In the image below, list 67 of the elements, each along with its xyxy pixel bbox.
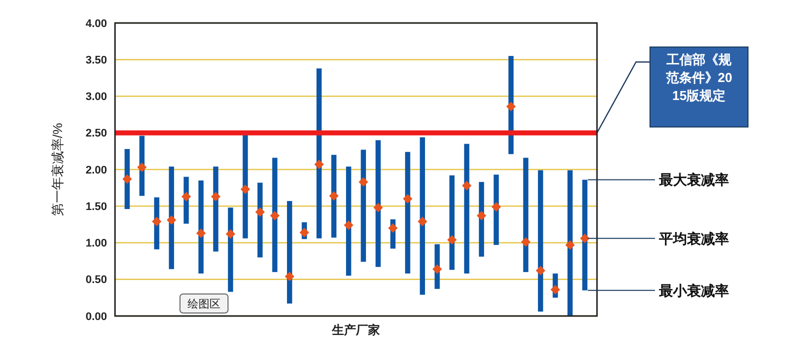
point (166, 215, 176, 225)
y-tick-label: 2.00 (86, 164, 107, 176)
point (536, 266, 546, 276)
bar (272, 158, 278, 272)
y-tick-label: 3.00 (86, 91, 107, 104)
point (270, 210, 280, 220)
point (447, 235, 457, 245)
point (196, 228, 206, 238)
annotation: 绘图区 (188, 298, 220, 310)
bar (582, 180, 588, 290)
bar (405, 152, 410, 274)
y-tick-label: 0.50 (86, 274, 107, 286)
point (491, 202, 501, 212)
y-tick-label: 1.50 (86, 200, 107, 213)
point (476, 210, 486, 220)
point (462, 180, 472, 190)
y-tick-label: 0.00 (86, 310, 107, 323)
point (432, 264, 442, 274)
point (329, 191, 339, 201)
bar (316, 68, 322, 238)
point (255, 207, 265, 217)
point (550, 284, 560, 294)
point (314, 160, 324, 170)
bar (286, 200, 292, 304)
point (506, 102, 516, 112)
bar (538, 170, 544, 312)
bar (420, 137, 426, 295)
point (181, 192, 191, 202)
point (358, 177, 368, 187)
point (152, 216, 162, 226)
bar (567, 170, 573, 316)
point (521, 237, 531, 247)
point (122, 174, 132, 184)
text: 平均衰减率 (658, 230, 729, 246)
point (137, 162, 147, 172)
point (284, 272, 294, 282)
bar (346, 166, 352, 276)
ref-line-label: 工信部《规范条件》2015版规定 (665, 51, 733, 105)
point (580, 234, 590, 244)
bar (494, 174, 499, 245)
bar (242, 135, 248, 238)
text: 最小衰减率 (658, 282, 729, 298)
bar (198, 180, 204, 274)
point (211, 192, 221, 202)
bar (213, 166, 218, 252)
bar (523, 158, 528, 272)
text: 最大衰减率 (658, 172, 729, 188)
point (402, 194, 412, 204)
point (565, 240, 575, 250)
bar (168, 166, 174, 270)
point (344, 220, 354, 230)
point (300, 228, 310, 238)
y-tick-label: 1.00 (86, 238, 107, 250)
point (373, 202, 383, 212)
bar (449, 175, 455, 270)
point (226, 229, 236, 239)
point (240, 184, 250, 194)
y-tick-label: 2.50 (86, 128, 107, 140)
point (418, 216, 428, 226)
point (388, 223, 398, 233)
x-axis-title: 生产厂家 (331, 323, 380, 337)
y-tick-label: 4.00 (86, 18, 107, 30)
bar (360, 150, 366, 262)
bar (464, 144, 470, 274)
bar (376, 140, 381, 267)
y-tick-label: 3.50 (86, 54, 107, 66)
y-axis-title: 第一年衰减率/% (50, 122, 65, 216)
